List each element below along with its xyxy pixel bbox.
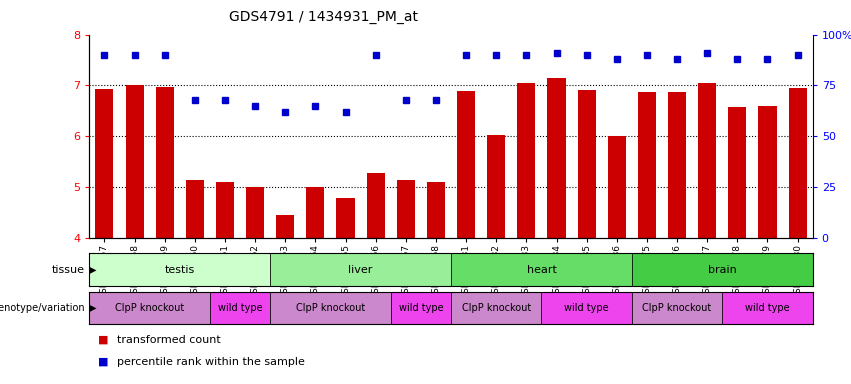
Bar bbox=[547, 78, 566, 238]
Bar bbox=[277, 215, 294, 238]
Text: ■: ■ bbox=[98, 357, 108, 367]
Bar bbox=[210, 292, 270, 324]
Bar bbox=[517, 83, 535, 238]
Bar bbox=[186, 180, 204, 238]
Text: transformed count: transformed count bbox=[117, 335, 220, 345]
Bar bbox=[789, 88, 807, 238]
Text: brain: brain bbox=[708, 265, 737, 275]
Bar bbox=[457, 91, 475, 238]
Bar bbox=[95, 89, 113, 238]
Bar bbox=[541, 292, 631, 324]
Text: liver: liver bbox=[348, 265, 373, 275]
Bar bbox=[270, 292, 391, 324]
Bar bbox=[631, 253, 813, 286]
Bar bbox=[427, 182, 445, 238]
Bar bbox=[89, 253, 271, 286]
Text: ▶: ▶ bbox=[89, 265, 96, 275]
Bar bbox=[631, 292, 722, 324]
Text: wild type: wild type bbox=[745, 303, 790, 313]
Bar bbox=[216, 182, 234, 238]
Text: ClpP knockout: ClpP knockout bbox=[461, 303, 531, 313]
Text: testis: testis bbox=[164, 265, 195, 275]
Text: ClpP knockout: ClpP knockout bbox=[643, 303, 711, 313]
Bar bbox=[728, 107, 746, 238]
Bar bbox=[722, 292, 813, 324]
Bar bbox=[391, 292, 451, 324]
Text: ClpP knockout: ClpP knockout bbox=[115, 303, 185, 313]
Bar bbox=[246, 187, 264, 238]
Text: GDS4791 / 1434931_PM_at: GDS4791 / 1434931_PM_at bbox=[229, 10, 418, 23]
Text: ■: ■ bbox=[98, 335, 108, 345]
Bar bbox=[336, 199, 355, 238]
Bar bbox=[125, 86, 144, 238]
Text: heart: heart bbox=[527, 265, 557, 275]
Bar bbox=[451, 292, 541, 324]
Bar bbox=[487, 135, 505, 238]
Bar bbox=[758, 106, 776, 238]
Bar bbox=[608, 136, 625, 238]
Bar bbox=[397, 180, 414, 238]
Text: genotype/variation: genotype/variation bbox=[0, 303, 85, 313]
Text: percentile rank within the sample: percentile rank within the sample bbox=[117, 357, 305, 367]
Bar bbox=[638, 91, 656, 238]
Bar bbox=[156, 87, 174, 238]
Text: wild type: wild type bbox=[218, 303, 262, 313]
Bar bbox=[451, 253, 631, 286]
Bar bbox=[89, 292, 210, 324]
Bar bbox=[698, 83, 717, 238]
Text: wild type: wild type bbox=[398, 303, 443, 313]
Bar bbox=[270, 253, 451, 286]
Bar bbox=[578, 89, 596, 238]
Bar bbox=[668, 91, 686, 238]
Bar bbox=[367, 173, 385, 238]
Bar bbox=[306, 187, 324, 238]
Text: ClpP knockout: ClpP knockout bbox=[296, 303, 365, 313]
Text: ▶: ▶ bbox=[89, 303, 96, 313]
Text: wild type: wild type bbox=[564, 303, 609, 313]
Text: tissue: tissue bbox=[52, 265, 85, 275]
